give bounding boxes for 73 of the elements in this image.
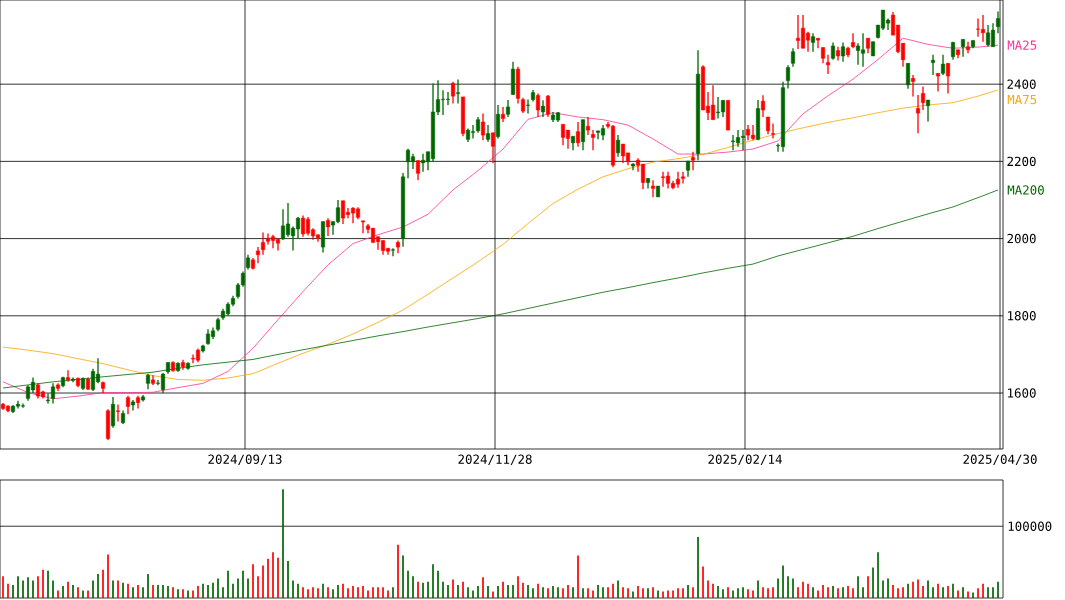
candlestick — [826, 54, 831, 75]
candlestick — [586, 116, 591, 136]
candlestick — [491, 132, 496, 164]
candlestick — [986, 24, 991, 48]
x-tick-label: 2024/09/13 — [208, 454, 282, 465]
candlestick — [406, 147, 411, 180]
candlestick — [941, 54, 946, 76]
x-tick-label: 2025/02/14 — [708, 454, 782, 465]
candlestick — [841, 41, 846, 63]
text: 100000 — [1008, 521, 1052, 531]
candlestick — [361, 220, 366, 234]
candlestick — [786, 64, 791, 90]
candlestick — [716, 96, 721, 120]
candlestick — [576, 121, 581, 148]
series-label: MA200 — [1007, 185, 1044, 195]
candlestick — [421, 153, 426, 173]
candlestick — [501, 106, 506, 123]
candlestick — [761, 94, 766, 118]
candlestick — [916, 94, 921, 134]
y-tick-label: 1800 — [1008, 311, 1036, 321]
candlestick — [111, 396, 115, 429]
candlestick — [536, 92, 541, 118]
candlestick — [946, 62, 951, 95]
candlestick — [966, 41, 971, 54]
candlestick — [926, 99, 931, 123]
candlestick — [996, 10, 1001, 34]
candlestick — [856, 42, 861, 66]
candlestick — [126, 395, 130, 415]
candlestick — [526, 98, 531, 115]
candlestick — [851, 32, 856, 49]
candlestick — [691, 151, 696, 171]
x-tick-label: 2024/11/28 — [458, 454, 532, 465]
candlestick — [936, 72, 941, 93]
candlestick — [661, 171, 666, 188]
series-label: MA75 — [1007, 94, 1037, 105]
candlestick — [596, 130, 601, 141]
candlestick — [976, 17, 981, 38]
candlestick — [391, 247, 396, 257]
candlestick — [561, 123, 566, 146]
candlestick — [621, 143, 626, 164]
candlestick — [616, 134, 621, 158]
candlestick — [791, 47, 796, 68]
candlestick — [796, 14, 801, 50]
line-series — [2, 37, 999, 400]
candlestick — [931, 54, 936, 76]
candlestick — [116, 403, 120, 423]
y-tick-label: 2000 — [1007, 233, 1036, 244]
candlestick — [581, 119, 586, 151]
x-tick-label: 2025/04/30 — [963, 454, 1037, 465]
series-label: MA25 — [1007, 40, 1037, 50]
candlestick — [46, 392, 50, 405]
candlestick — [651, 179, 656, 198]
candlestick — [731, 134, 736, 151]
candlestick — [811, 32, 816, 53]
candlestick — [816, 37, 821, 49]
y-tick-label: 1600 — [1008, 388, 1036, 398]
candlestick — [906, 62, 911, 90]
candlestick — [451, 81, 456, 105]
candlestick — [456, 78, 461, 105]
candlestick — [921, 85, 926, 111]
candlestick — [591, 129, 596, 151]
candlestick — [481, 112, 486, 141]
candlestick — [541, 99, 546, 118]
candlestick — [496, 104, 501, 140]
candlestick — [911, 74, 916, 98]
candlestick — [256, 246, 260, 264]
y-tick-label: 2400 — [1007, 79, 1036, 89]
y-tick-label: 2200 — [1007, 156, 1036, 167]
candlestick — [486, 124, 491, 143]
candlestick — [416, 159, 421, 181]
candlestick — [771, 122, 776, 140]
candlestick — [261, 231, 265, 256]
candlestick — [66, 369, 70, 383]
